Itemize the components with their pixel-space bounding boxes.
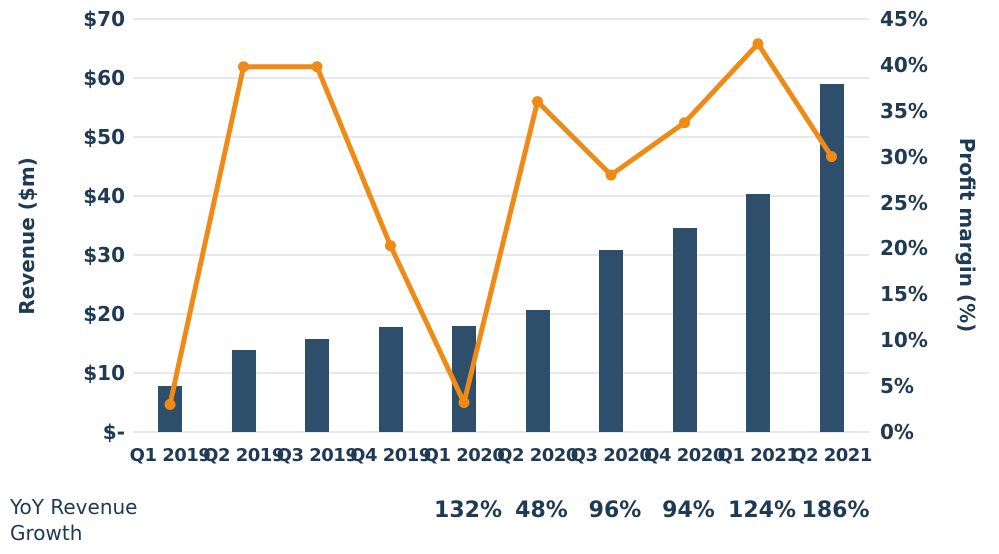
y-axis-left-tick-label: $10 xyxy=(83,361,125,385)
yoy-value-q1-2021: 124% xyxy=(728,498,796,523)
yoy-growth-label: YoY Revenue Growth xyxy=(10,495,138,545)
y-axis-right-tick-label: 25% xyxy=(880,190,928,215)
y-axis-left-tick-label: $20 xyxy=(83,302,125,326)
yoy-value-q4-2020: 94% xyxy=(662,498,715,523)
revenue-bar-q2-2021 xyxy=(819,83,844,432)
y-axis-right-tick-label: 5% xyxy=(880,374,914,399)
profit-margin-point-q1-2021 xyxy=(752,38,764,50)
x-axis-label-q1-2021: Q1 2021 xyxy=(717,445,799,466)
profit-margin-line xyxy=(167,41,834,407)
y-axis-left-tick-label: $70 xyxy=(83,7,125,31)
revenue-bar-q2-2019 xyxy=(231,349,256,432)
y-axis-right-tick-label: 40% xyxy=(880,52,928,77)
profit-margin-point-q2-2019 xyxy=(238,61,249,73)
x-axis-label-q3-2020: Q3 2020 xyxy=(570,445,652,466)
x-axis-label-q4-2019: Q4 2019 xyxy=(350,445,431,466)
profit-margin-point-q4-2020 xyxy=(679,117,690,129)
revenue-bar-q3-2020 xyxy=(599,250,623,432)
yoy-value-q1-2020: 132% xyxy=(434,498,502,523)
y-axis-left-tick-label: $40 xyxy=(83,184,125,208)
gridline xyxy=(133,77,869,79)
y-axis-right-tick-label: 45% xyxy=(880,7,928,31)
revenue-bar-q1-2019 xyxy=(158,385,182,432)
gridline xyxy=(133,18,869,20)
y-axis-left-tick-label: $30 xyxy=(83,243,125,267)
revenue-bar-q1-2021 xyxy=(746,194,770,432)
y-axis-right-tick-label: 20% xyxy=(880,236,928,261)
revenue-bar-q2-2020 xyxy=(525,310,550,432)
y-axis-right-tick-label: 0% xyxy=(880,420,914,444)
x-axis-label-q2-2021: Q2 2021 xyxy=(791,445,872,466)
y-axis-right-tick-label: 10% xyxy=(880,328,928,353)
y-axis-right-tick-label: 15% xyxy=(880,282,928,307)
x-axis-label-q4-2020: Q4 2020 xyxy=(644,445,725,466)
right-axis-title: Profit margin (%) xyxy=(955,137,979,333)
gridline xyxy=(133,431,869,433)
revenue-bar-q3-2019 xyxy=(305,339,329,432)
gridline xyxy=(133,136,869,138)
revenue-bar-q4-2020 xyxy=(672,228,697,432)
y-axis-left-tick-label: $50 xyxy=(83,125,125,149)
x-axis-label-q2-2019: Q2 2019 xyxy=(203,445,284,466)
y-axis-left-tick-label: $60 xyxy=(83,66,125,90)
profit-margin-point-q4-2019 xyxy=(385,240,396,252)
profit-margin-point-q2-2020 xyxy=(532,96,543,108)
yoy-value-q2-2021: 186% xyxy=(801,498,870,523)
revenue-bar-q4-2019 xyxy=(378,326,403,432)
y-axis-right-tick-label: 35% xyxy=(880,98,928,123)
x-axis-label-q1-2019: Q1 2019 xyxy=(129,445,211,466)
profit-margin-point-q3-2019 xyxy=(311,61,323,73)
x-axis-label-q1-2020: Q1 2020 xyxy=(423,445,505,466)
y-axis-right-tick-label: 30% xyxy=(880,144,928,169)
x-axis-label-q3-2019: Q3 2019 xyxy=(276,445,358,466)
y-axis-left-tick-label: $- xyxy=(102,420,125,444)
revenue-bar-q1-2020 xyxy=(452,325,476,432)
yoy-value-q2-2020: 48% xyxy=(515,498,568,523)
profit-margin-point-q3-2020 xyxy=(605,169,617,181)
left-axis-title: Revenue ($m) xyxy=(15,157,39,315)
yoy-value-q3-2020: 96% xyxy=(588,498,642,523)
x-axis-label-q2-2020: Q2 2020 xyxy=(497,445,578,466)
